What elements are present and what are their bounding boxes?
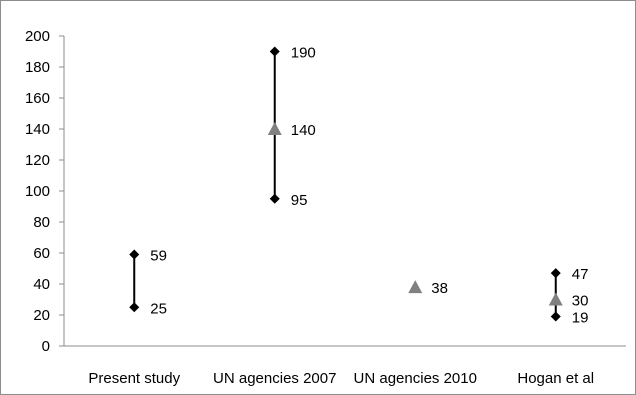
y-tick-label: 180	[25, 59, 50, 76]
data-label: 47	[572, 266, 589, 283]
y-tick-label: 100	[25, 183, 50, 200]
diamond-marker	[269, 46, 280, 57]
y-tick-label: 40	[33, 276, 50, 293]
y-tick-label: 60	[33, 245, 50, 262]
range-lines	[133, 51, 557, 317]
data-label: 19	[572, 310, 589, 327]
markers	[129, 46, 563, 322]
category-label: UN agencies 2010	[354, 370, 477, 387]
data-label: 190	[291, 45, 316, 62]
y-tick-label: 120	[25, 152, 50, 169]
data-label: 38	[431, 280, 448, 297]
axes	[63, 36, 626, 347]
category-labels: Present study UN agencies 2007 UN agencies…	[88, 370, 594, 387]
y-tick-label: 20	[33, 307, 50, 324]
data-label: 59	[150, 248, 167, 265]
diamond-marker	[550, 268, 561, 279]
y-tick-label: 200	[25, 28, 50, 45]
y-tick-label: 0	[42, 338, 50, 355]
diamond-marker	[129, 302, 140, 313]
data-label: 140	[291, 122, 316, 139]
triangle-marker	[548, 292, 563, 306]
category-label: Hogan et al	[517, 370, 594, 387]
y-tick-label: 140	[25, 121, 50, 138]
y-tick-labels: 0 20 40 60 80 100 120 140 160 180 200	[25, 28, 64, 355]
y-tick-label: 80	[33, 214, 50, 231]
diamond-marker	[550, 311, 561, 322]
y-tick-label: 160	[25, 90, 50, 107]
category-label: UN agencies 2007	[213, 370, 336, 387]
category-label: Present study	[88, 370, 180, 387]
diamond-marker	[269, 193, 280, 204]
triangle-marker	[408, 280, 423, 294]
data-label: 25	[150, 300, 167, 317]
triangle-marker	[267, 122, 282, 135]
data-label: 30	[572, 293, 589, 310]
data-labels: 59 25 190 95 47 19 140 38 30	[150, 45, 588, 327]
diamond-marker	[129, 249, 140, 260]
data-label: 95	[291, 192, 308, 209]
